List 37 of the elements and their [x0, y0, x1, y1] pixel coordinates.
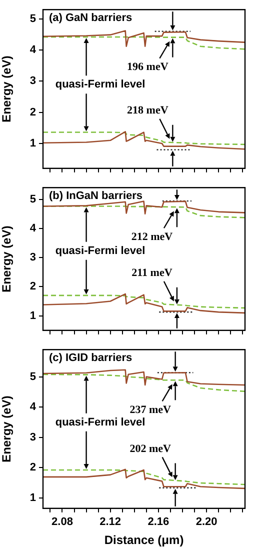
y-tick-label: 4 — [30, 401, 37, 414]
annotation: 196 meV — [127, 61, 168, 74]
chart-title: (c) IGID barriers — [49, 352, 132, 364]
y-axis-title: Energy (eV) — [0, 396, 14, 462]
x-tick-label: 2.16 — [148, 516, 170, 528]
y-tick-label: 1 — [30, 310, 36, 322]
y-tick-label: 2 — [30, 280, 36, 293]
x-tick-label: 2.20 — [196, 516, 218, 528]
x-axis-title: Distance (μm) — [104, 533, 184, 548]
annotation: 237 meV — [130, 404, 171, 416]
annotation: quasi-Fermi level — [55, 416, 146, 428]
y-tick-label: 1 — [30, 138, 36, 150]
y-tick-label: 5 — [30, 12, 36, 25]
y-tick-label: 3 — [30, 431, 36, 444]
chart-title: (a) GaN barriers — [49, 12, 132, 24]
y-tick-label: 3 — [30, 252, 36, 264]
chart-title: (b) InGaN barriers — [49, 190, 143, 202]
y-tick-label: 1 — [30, 492, 36, 504]
y-tick-label: 5 — [30, 193, 36, 206]
line-series — [43, 36, 245, 50]
y-axis-title: Energy (eV) — [0, 226, 14, 292]
annotation: quasi-Fermi level — [55, 78, 146, 91]
x-tick-label: 2.08 — [52, 516, 73, 528]
y-tick-label: 4 — [30, 222, 37, 234]
x-tick-label: 2.12 — [100, 516, 122, 528]
y-tick-label: 2 — [30, 462, 36, 474]
y-tick-label: 4 — [30, 44, 37, 56]
annotation: 212 meV — [131, 230, 173, 243]
annotation: 218 meV — [127, 104, 168, 117]
line-series — [43, 374, 245, 392]
y-axis-title: Energy (eV) — [0, 56, 14, 122]
y-tick-label: 2 — [30, 106, 36, 118]
y-tick-label: 5 — [30, 370, 36, 383]
annotation: quasi-Fermi level — [55, 244, 146, 257]
annotation: 202 meV — [130, 443, 171, 456]
annotation: 211 meV — [132, 267, 172, 280]
y-tick-label: 3 — [30, 75, 36, 88]
